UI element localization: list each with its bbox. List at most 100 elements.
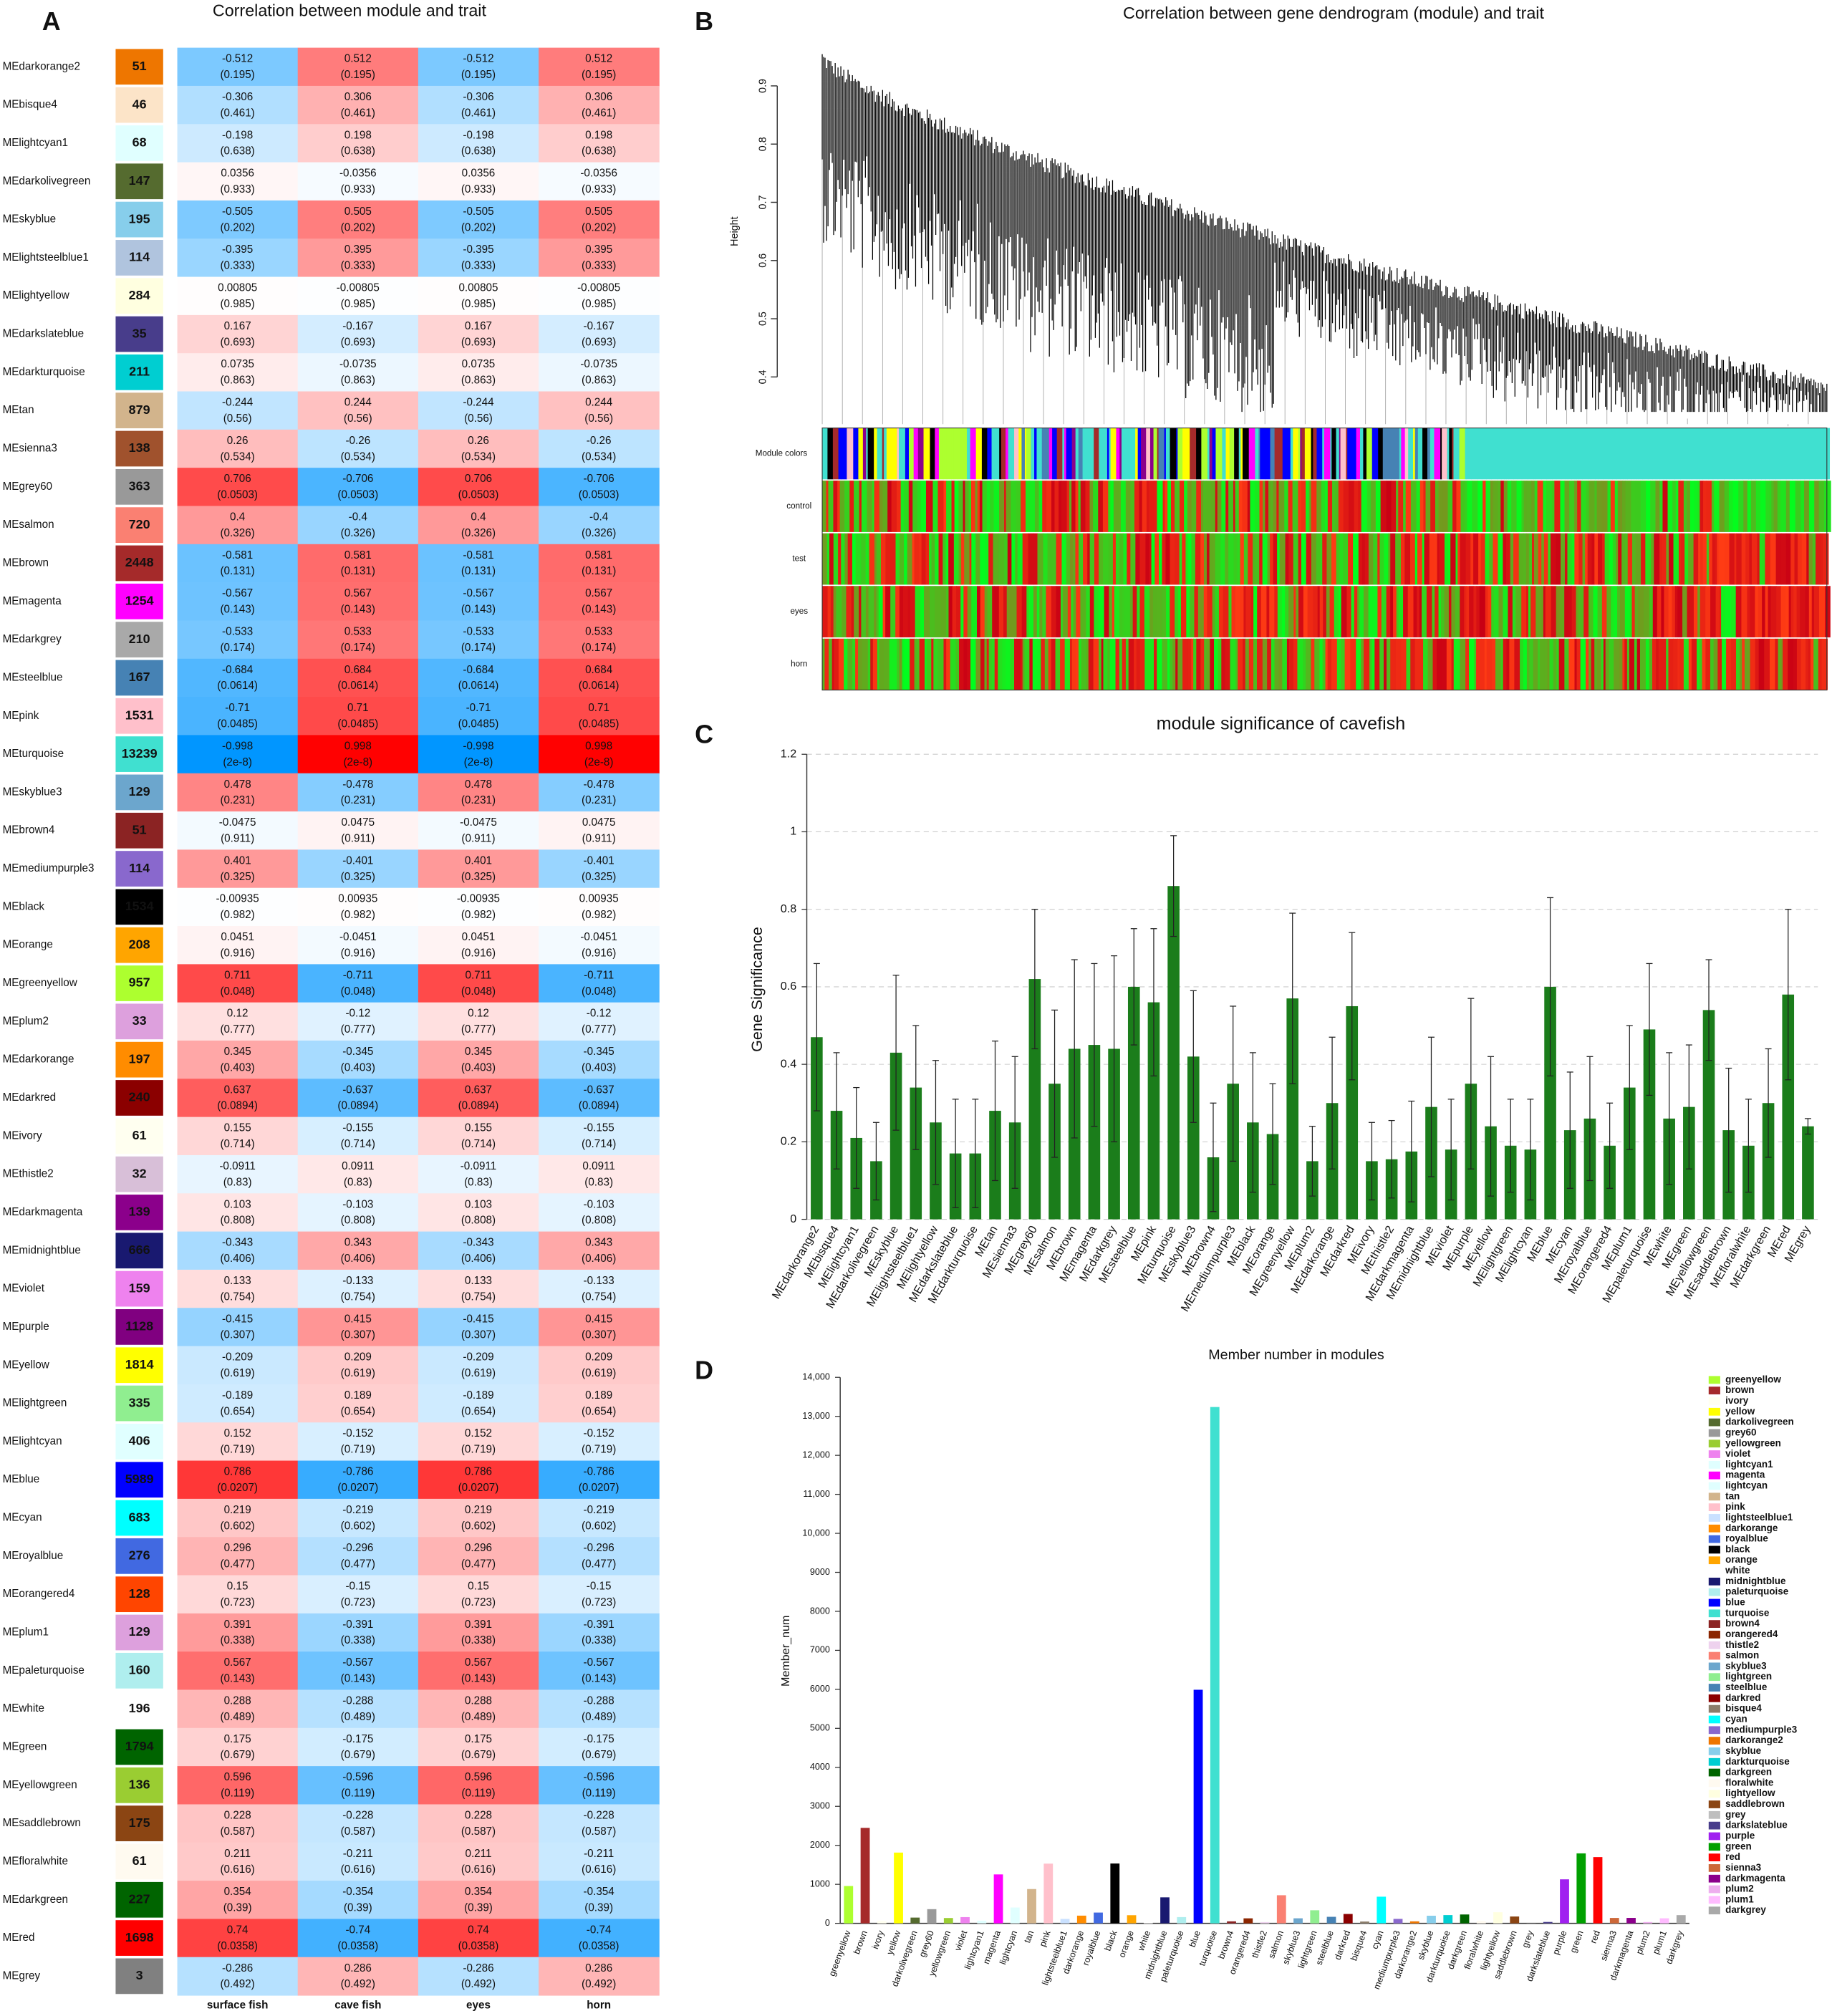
module-color	[115, 125, 163, 161]
heat-cell	[177, 468, 299, 507]
trait-stripe	[1538, 533, 1542, 585]
bar	[1147, 1002, 1160, 1220]
trait-stripe	[1738, 481, 1744, 532]
row-label: MEyellow	[3, 1359, 50, 1371]
cell-value: -0.684	[463, 664, 494, 676]
trait-stripe	[1307, 586, 1313, 637]
cell-value: -0.512	[463, 53, 493, 65]
heat-cell	[418, 1804, 539, 1843]
bar	[1643, 1921, 1653, 1924]
trait-stripe	[1115, 638, 1120, 690]
cell-pvalue: (2e-8)	[464, 756, 493, 768]
trait-stripe	[1624, 638, 1628, 690]
heat-cell	[177, 926, 299, 965]
column-label: horn	[587, 1999, 611, 2011]
trait-stripe	[1011, 481, 1017, 532]
module-stripe	[1149, 428, 1154, 480]
trait-stripe	[1197, 586, 1205, 637]
trait-stripe	[1666, 533, 1669, 585]
legend-swatch	[1708, 1386, 1720, 1395]
module-stripe	[1190, 428, 1197, 480]
heat-cell	[539, 964, 660, 1003]
trait-stripe	[1157, 481, 1164, 532]
error-bar	[1368, 1122, 1375, 1201]
error-bar	[1071, 959, 1078, 1139]
bar	[977, 1920, 987, 1924]
module-color	[115, 927, 163, 963]
error-bar	[1329, 1036, 1336, 1169]
heat-cell	[177, 849, 299, 889]
error-bar	[1308, 1126, 1316, 1197]
trait-stripe	[1800, 586, 1806, 637]
module-stripe	[1222, 428, 1227, 480]
legend-label: darkmagenta	[1725, 1873, 1785, 1884]
heat-cell	[418, 391, 539, 430]
trait-stripe	[971, 586, 978, 637]
cell-value: 0.4	[471, 511, 486, 524]
heat-cell	[418, 1957, 539, 1996]
trait-stripe	[1159, 533, 1162, 585]
trait-stripe	[1683, 481, 1687, 532]
module-color	[115, 1920, 163, 1956]
trait-stripe	[1769, 638, 1776, 690]
trait-stripe	[1493, 481, 1495, 532]
trait-stripe	[1119, 533, 1124, 585]
trait-stripe	[867, 638, 871, 690]
trait-stripe	[1469, 586, 1474, 637]
cell-value: 0.401	[224, 854, 251, 867]
module-stripe	[1452, 428, 1455, 480]
module-stripe	[1177, 428, 1183, 480]
cell-value: 0.0735	[221, 358, 254, 370]
cell-value: -0.343	[463, 1237, 493, 1249]
trait-stripe	[1203, 586, 1207, 637]
cell-value: 0.15	[468, 1581, 489, 1593]
module-stripe	[1595, 428, 1599, 480]
trait-stripe	[1259, 481, 1263, 532]
heat-cell	[418, 1079, 539, 1118]
trait-stripe	[1071, 481, 1076, 532]
trait-stripe	[1187, 481, 1192, 532]
panel-label: B	[695, 7, 713, 36]
module-count: 197	[129, 1051, 150, 1066]
module-stripe	[1229, 428, 1235, 480]
trait-stripe	[1136, 638, 1141, 690]
trait-stripe	[1724, 481, 1730, 532]
trait-stripe	[1298, 533, 1302, 585]
module-stripe	[877, 428, 882, 480]
trait-stripe	[1821, 638, 1828, 690]
trait-stripe	[1776, 586, 1782, 637]
trait-stripe	[943, 638, 947, 690]
trait-stripe	[1605, 638, 1610, 690]
trait-stripe	[1225, 533, 1229, 585]
trait-stripe	[1498, 481, 1501, 532]
trait-stripe	[1021, 481, 1026, 532]
trait-stripe	[1200, 533, 1205, 585]
trait-stripe	[833, 586, 837, 637]
cell-pvalue: (0.492)	[582, 1978, 616, 1990]
trait-stripe	[1455, 533, 1458, 585]
legend-swatch	[1708, 1885, 1720, 1894]
trait-stripe	[1448, 533, 1451, 585]
trait-stripe	[1500, 481, 1505, 532]
trait-stripe	[861, 533, 867, 585]
cell-value: 0.478	[465, 778, 492, 791]
module-color	[115, 812, 163, 849]
trait-stripe	[1329, 586, 1335, 637]
cell-value: 0.478	[224, 778, 251, 791]
trait-stripe	[1488, 586, 1492, 637]
bar	[1076, 1915, 1086, 1924]
trait-stripe	[1715, 533, 1717, 585]
trait-stripe	[1062, 586, 1069, 637]
module-stripe	[1655, 428, 1658, 480]
cell-value: -0.637	[584, 1084, 614, 1096]
chart-title: module significance of cavefish	[1157, 714, 1406, 734]
trait-stripe	[854, 586, 859, 637]
trait-stripe	[1804, 481, 1810, 532]
module-stripe	[981, 428, 988, 480]
cell-value: 0.395	[585, 243, 612, 256]
trait-stripe	[1334, 586, 1339, 637]
legend-swatch	[1708, 1800, 1720, 1808]
module-color	[115, 87, 163, 123]
bar	[1409, 1921, 1419, 1924]
trait-stripe	[1521, 586, 1527, 637]
